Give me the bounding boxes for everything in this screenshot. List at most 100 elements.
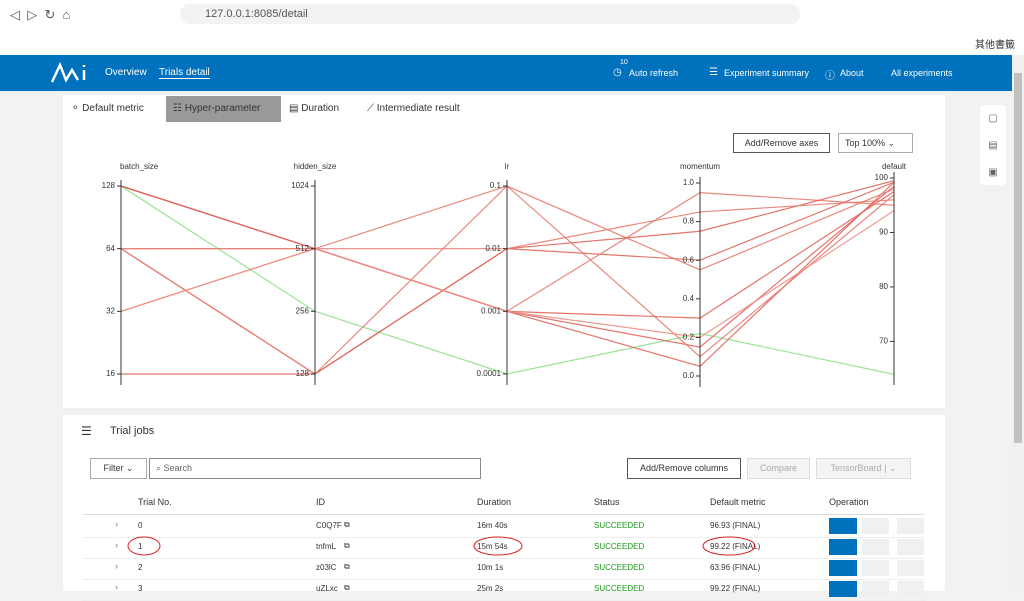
tick-label: 0.2	[683, 333, 695, 342]
cell: 3	[138, 584, 143, 593]
axis-title: default	[882, 162, 907, 171]
cell: 99.22 (FINAL)	[710, 584, 761, 593]
action-button[interactable]	[897, 581, 924, 597]
trial-panel: ☰ Trial jobs Filter ⌄ ⌕ Search Add/Remov…	[63, 415, 945, 601]
copy-icon: ⧉	[344, 583, 350, 592]
expand: ›	[115, 582, 118, 592]
column-header: Default metric	[710, 497, 766, 507]
tick-label: 128	[102, 181, 116, 190]
detail-button[interactable]	[829, 581, 857, 597]
search[interactable]: ⌕ Search	[149, 458, 481, 479]
axis-title: lr	[505, 162, 510, 171]
cell: z03lC	[316, 563, 337, 572]
tick-label: 16	[106, 369, 115, 378]
table: Trial No. ID Duration Status Default metric O…	[63, 415, 945, 601]
cell: 96.93 (FINAL)	[710, 521, 761, 530]
navbar: Overview Trials detail 10 ◷ Auto refresh…	[0, 55, 1012, 91]
tick-label: 64	[106, 244, 115, 253]
tab[interactable]: ▤ Duration	[289, 103, 340, 114]
tab[interactable]: ⟋ Intermediate result	[367, 103, 460, 114]
tick-label: 0.01	[485, 244, 501, 253]
expand: ›	[115, 519, 118, 529]
column-header: Status	[594, 497, 620, 507]
top-select[interactable]: Top 100% ⌄	[838, 133, 913, 153]
search-placeholder: Search	[163, 463, 193, 473]
add-remove-columns[interactable]: Add/Remove columns	[627, 458, 741, 479]
add-remove-axes[interactable]: Add/Remove axes	[733, 133, 830, 153]
cell: 15m 54s	[477, 542, 508, 551]
action-button[interactable]	[897, 539, 924, 555]
cell: 99.22 (FINAL)	[710, 542, 761, 551]
bookmarks[interactable]: 其他書籤	[975, 40, 1015, 51]
copy-icon: ⧉	[344, 562, 350, 571]
tick-label: 128	[296, 369, 310, 378]
expand: ›	[115, 540, 118, 550]
expand: ›	[115, 561, 118, 571]
chart-panel: ⚬ Default metric ☷ Hyper-parameter ▤ Dur…	[63, 95, 945, 408]
action-button[interactable]	[862, 539, 889, 555]
detail-button[interactable]	[829, 539, 857, 555]
tick-label: 1.0	[683, 178, 695, 187]
cell: SUCCEEDED	[594, 521, 645, 530]
about[interactable]: About	[840, 68, 864, 78]
tab[interactable]: ⚬ Default metric	[71, 103, 144, 114]
nav-buttons[interactable]: ◁ ▷ ↻ ⌂	[10, 7, 71, 22]
cell: SUCCEEDED	[594, 542, 645, 551]
action-button[interactable]	[862, 581, 889, 597]
icon: ☰	[709, 67, 718, 78]
cell: 10m 1s	[477, 563, 504, 572]
auto-refresh[interactable]: Auto refresh	[629, 68, 679, 78]
icon: ☰	[81, 424, 92, 438]
tick-label: 0.8	[683, 217, 695, 226]
tick-label: 0.001	[481, 306, 502, 315]
icon: ◷	[613, 67, 622, 78]
tick-label: 90	[879, 228, 888, 237]
refresh-count: 10	[620, 59, 628, 66]
action-button[interactable]	[862, 518, 889, 534]
filter-label: Filter	[103, 463, 124, 473]
tensorboard-label: TensorBoard	[830, 463, 882, 473]
cell: 2	[138, 563, 143, 572]
cell: uZLxc	[316, 584, 338, 593]
all-experiments[interactable]: All experiments	[891, 68, 953, 78]
tab-label: Hyper-parameter	[184, 103, 261, 114]
action-button[interactable]	[897, 560, 924, 576]
tick-label: 0.4	[683, 294, 695, 303]
copy-icon: ⧉	[344, 520, 350, 529]
nav-link[interactable]: Overview	[105, 67, 147, 78]
filter[interactable]: Filter ⌄	[90, 458, 147, 479]
side-tools[interactable]: ▢ ▤ ▣	[980, 105, 1006, 185]
active-tab-bg	[166, 96, 281, 122]
nav-link[interactable]: Trials detail	[159, 67, 210, 79]
detail-button[interactable]	[829, 560, 857, 576]
experiment-summary[interactable]: Experiment summary	[724, 68, 810, 78]
url: 127.0.0.1:8085/detail	[205, 8, 308, 20]
cell: 63.96 (FINAL)	[710, 563, 761, 572]
tensorboard[interactable]: TensorBoard | ⌄	[816, 458, 911, 479]
divider	[83, 558, 925, 559]
icon: ⓘ	[825, 71, 835, 82]
tick-label: 512	[296, 244, 310, 253]
tab-label: Duration	[301, 103, 340, 114]
action-button[interactable]	[897, 518, 924, 534]
tick-label: 256	[296, 306, 310, 315]
compare[interactable]: Compare	[747, 458, 810, 479]
tab-label: Intermediate result	[376, 103, 460, 114]
action-button[interactable]	[862, 560, 889, 576]
scrollbar[interactable]	[1012, 55, 1024, 591]
cell: 0	[138, 521, 143, 530]
cell: tnfmL	[316, 542, 337, 551]
axis-title: hidden_size	[294, 162, 337, 171]
tick-label: 1024	[291, 181, 309, 190]
tab-label: Default metric	[82, 103, 144, 114]
tab[interactable]: ☷ Hyper-parameter	[173, 103, 261, 114]
cell: SUCCEEDED	[594, 563, 645, 572]
divider	[83, 579, 925, 580]
address-bar[interactable]	[180, 4, 800, 24]
column-header: Trial No.	[138, 497, 172, 507]
tick-label: 70	[879, 337, 888, 346]
cell: SUCCEEDED	[594, 584, 645, 593]
copy-icon: ⧉	[344, 541, 350, 550]
detail-button[interactable]	[829, 518, 857, 534]
